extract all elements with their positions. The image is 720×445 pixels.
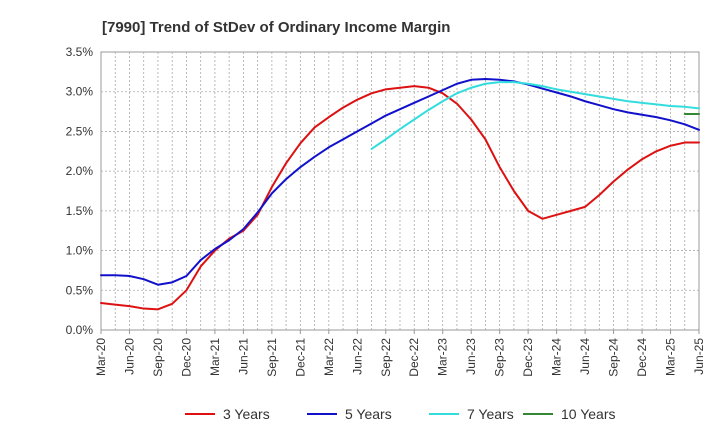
legend: 3 Years 5 Years 7 Years 10 Years — [185, 406, 616, 422]
plot-area — [100, 51, 700, 331]
x-tick-label: Dec-23 — [521, 338, 535, 377]
x-tick-label: Mar-20 — [94, 338, 108, 376]
x-tick-label: Mar-24 — [550, 338, 564, 376]
x-tick-label: Jun-22 — [350, 338, 364, 375]
y-tick-label: 2.0% — [66, 164, 94, 178]
x-tick-label: Sep-23 — [493, 338, 507, 377]
x-tick-label: Dec-21 — [293, 338, 307, 377]
legend-label: 5 Years — [345, 406, 392, 422]
x-tick-label: Jun-20 — [122, 338, 136, 375]
axes: 0.0% 0.5% 1.0% 1.5% 2.0% 2.5% 3.0% 3.5% Mar-20 Ju… — [66, 45, 706, 377]
y-tick-label: 1.5% — [66, 204, 94, 218]
x-tick-label: Mar-21 — [208, 338, 222, 376]
legend-item-5-years: 5 Years — [307, 406, 392, 422]
x-tick-label: Jun-23 — [464, 338, 478, 375]
legend-label: 7 Years — [467, 406, 514, 422]
grid — [100, 51, 700, 331]
legend-label: 3 Years — [223, 406, 270, 422]
y-tick-label: 1.0% — [66, 244, 94, 258]
x-tick-label: Dec-24 — [635, 338, 649, 377]
chart-title: [7990] Trend of StDev of Ordinary Income… — [102, 19, 450, 36]
x-tick-label: Dec-22 — [407, 338, 421, 377]
legend-item-7-years: 7 Years — [429, 406, 514, 422]
x-tick-label: Mar-25 — [664, 338, 678, 376]
x-tick-label: Jun-25 — [692, 338, 706, 375]
x-tick-label: Mar-23 — [436, 338, 450, 376]
x-tick-label: Dec-20 — [179, 338, 193, 377]
series-line-7-years — [370, 81, 700, 150]
y-tick-label: 0.0% — [66, 323, 94, 337]
x-tick-label: Sep-22 — [379, 338, 393, 377]
series-line-5-years — [100, 78, 700, 286]
y-tick-label: 3.5% — [66, 45, 94, 59]
legend-item-10-years: 10 Years — [523, 406, 616, 422]
y-tick-label: 3.0% — [66, 85, 94, 99]
legend-item-3-years: 3 Years — [185, 406, 270, 422]
x-tick-label: Jun-21 — [236, 338, 250, 375]
x-tick-label: Jun-24 — [578, 338, 592, 375]
x-tick-label: Sep-20 — [151, 338, 165, 377]
legend-label: 10 Years — [561, 406, 616, 422]
x-tick-label: Mar-22 — [322, 338, 336, 376]
series-lines — [100, 78, 700, 311]
x-tick-label: Sep-21 — [265, 338, 279, 377]
series-line-3-years — [100, 85, 700, 311]
y-tick-label: 0.5% — [66, 283, 94, 297]
y-tick-label: 2.5% — [66, 124, 94, 138]
x-tick-label: Sep-24 — [607, 338, 621, 377]
